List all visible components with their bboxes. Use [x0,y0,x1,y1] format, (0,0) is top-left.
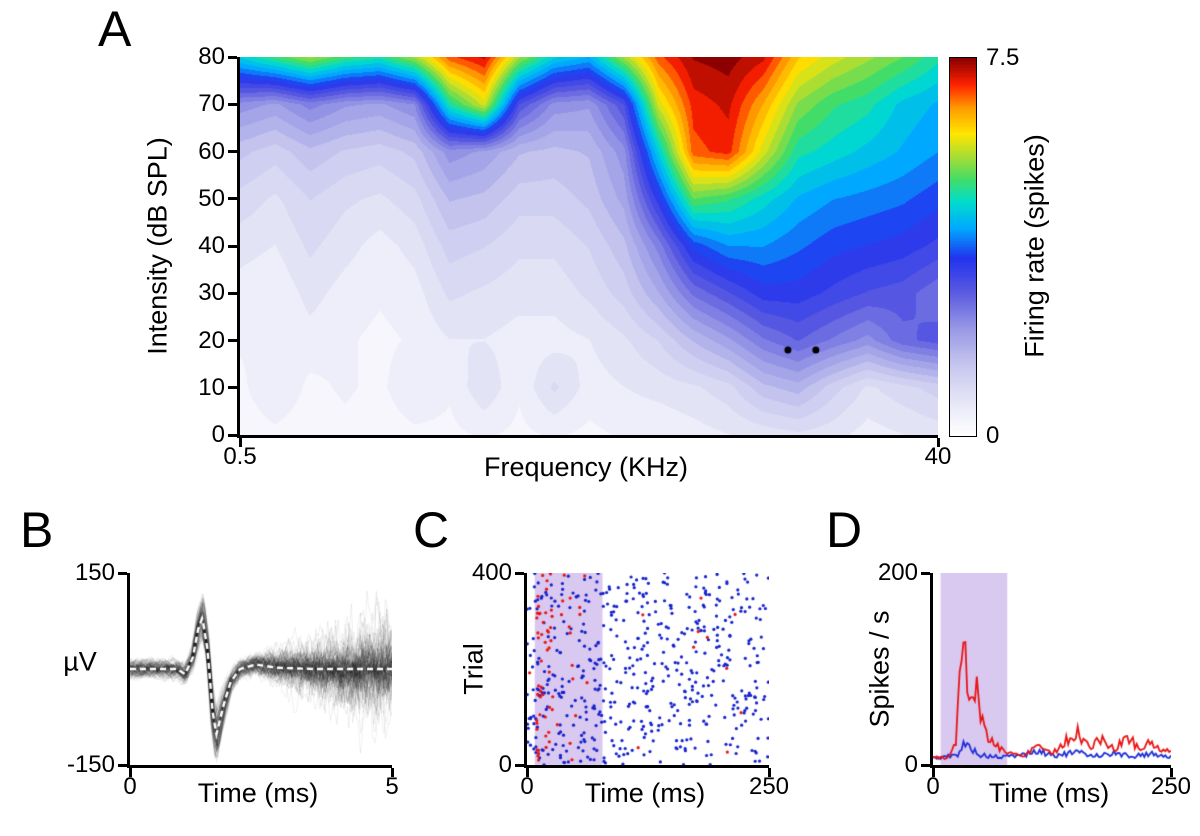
x-tick-mark [390,768,394,777]
x-tick-mark [767,768,771,777]
panel-d-x-axis-label: Time (ms) [988,778,1110,808]
panel-c-x-axis-label: Time (ms) [584,778,706,808]
x-tick-mark [1169,768,1173,777]
y-tick-label: 50 [198,184,225,212]
x-tick-label: 0.5 [223,443,257,470]
x-tick-label: 0 [123,773,137,800]
y-tick-label: 10 [198,373,225,401]
y-tick-label: 0 [904,751,918,778]
panel-b-label: B [20,502,54,558]
y-tick-mark [228,150,237,153]
panel-b-x-axis-label: Time (ms) [197,778,319,808]
y-tick-mark [118,763,127,767]
psth-plot: 0 250 0 200 [878,560,1191,800]
x-tick-mark [128,768,132,777]
panel-a-x-axis-label: Frequency (KHz) [483,452,689,482]
raster-canvas [527,573,769,765]
y-tick-label: 40 [198,232,225,259]
colorbar-axis-label: Firing rate (spikes) [1019,134,1050,358]
x-tick-mark [238,438,242,447]
y-tick-mark [228,102,237,106]
y-tick-label: 400 [471,559,512,586]
x-tick-label: 250 [1150,773,1192,800]
panel-c-y-axis-label: Trial [458,643,489,695]
panel-d-y-axis-label: Spikes / s [864,610,895,728]
y-tick-label: 0 [498,751,512,778]
x-tick-label: 250 [748,773,790,800]
y-tick-mark [228,244,237,248]
y-tick-mark [228,433,237,437]
y-tick-mark [228,55,237,59]
y-tick-mark [515,571,524,575]
x-tick-mark [936,438,940,447]
fra-heatmap-plot: 0.5 40 0 10 20 30 40 50 60 70 80 [198,44,951,470]
spike-waveform-plot: 0 5 -150 150 [67,560,399,800]
y-tick-label: 80 [198,43,225,70]
colorbar-canvas [950,58,976,436]
y-tick-label: 60 [198,137,225,165]
colorbar: 7.5 0 [949,45,1019,449]
y-tick-mark [228,339,237,342]
spike-waveform-canvas [130,573,392,765]
y-tick-mark [228,386,237,390]
y-tick-label: 20 [198,326,225,354]
panel-a-y-axis-label: Intensity (dB SPL) [142,137,173,355]
colorbar-max-tick: 7.5 [986,44,1020,71]
y-tick-mark [921,763,930,767]
psth-canvas [933,573,1171,765]
panel-c-label: C [413,502,450,558]
panel-d-label: D [826,502,863,558]
y-tick-label: 0 [211,421,225,448]
x-tick-mark [931,768,935,777]
y-tick-mark [515,763,524,767]
x-tick-label: 5 [385,773,399,800]
raster-plot: 0 250 0 400 [472,560,789,800]
x-tick-mark [525,768,529,777]
y-tick-label: -150 [66,751,115,778]
x-tick-label: 40 [924,443,952,470]
y-tick-label: 70 [198,90,225,118]
y-tick-label: 30 [198,279,225,307]
y-tick-mark [921,571,930,575]
y-tick-mark [228,197,237,201]
x-tick-label: 0 [926,773,940,800]
panel-b-y-axis-label: µV [63,646,97,677]
panel-a-label: A [98,1,132,57]
y-tick-mark [228,291,237,295]
colorbar-min-tick: 0 [986,422,1000,449]
x-tick-label: 0 [520,773,534,800]
fra-heatmap-canvas [240,57,938,435]
y-tick-label: 200 [877,559,918,586]
y-tick-label: 150 [74,559,115,586]
y-tick-mark [118,571,127,575]
